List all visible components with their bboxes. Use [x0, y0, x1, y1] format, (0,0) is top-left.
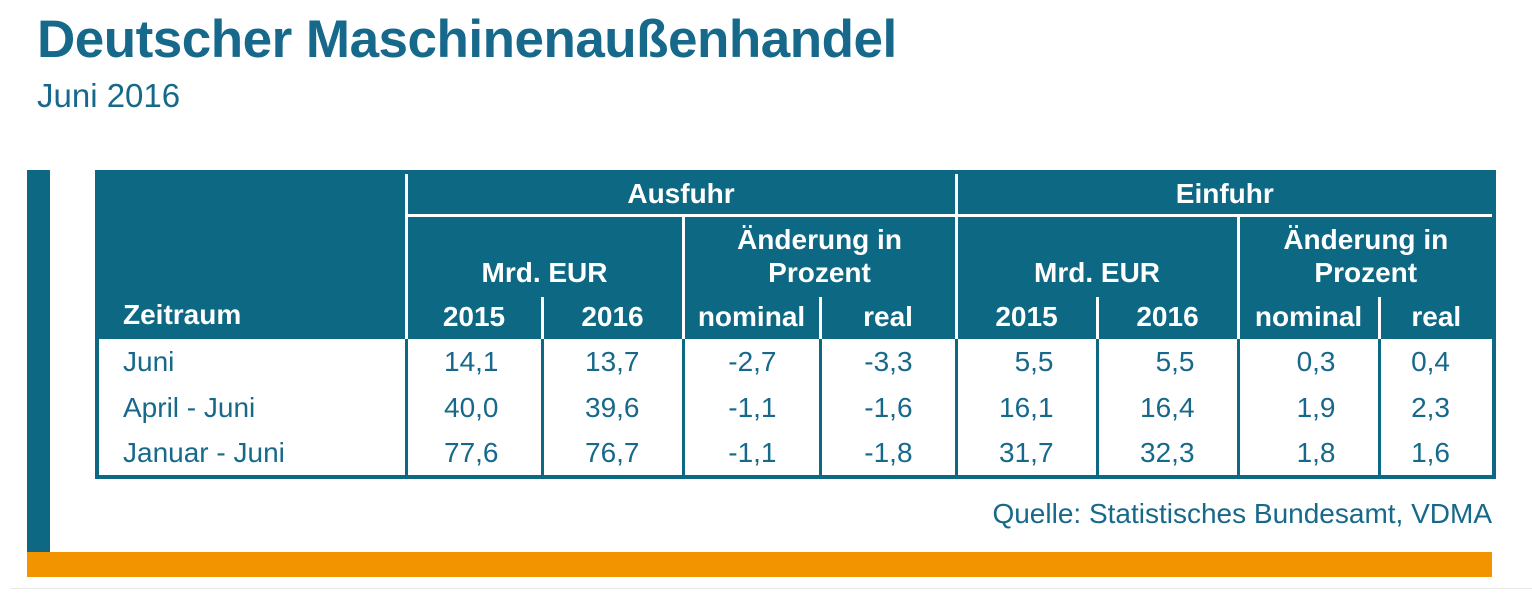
column-header-ausfuhr-2015: 2015 — [406, 297, 544, 339]
cell-einfuhr-2016: 32,3 — [1097, 431, 1240, 477]
cell-ausfuhr-2015: 77,6 — [406, 431, 544, 477]
table-row: Januar - Juni 77,6 76,7 -1,1 -1,8 31,7 3… — [97, 431, 1494, 477]
group-header-ausfuhr: Ausfuhr — [406, 172, 958, 217]
cell-einfuhr-real: 0,4 — [1411, 346, 1451, 377]
cell-ausfuhr-2016: 39,6 — [542, 385, 685, 431]
subgroup-header-einfuhr-mrd-eur: Mrd. EUR — [956, 215, 1240, 297]
cell-einfuhr-real: 2,3 — [1411, 392, 1451, 423]
row-label: Januar - Juni — [97, 431, 408, 477]
source-note: Quelle: Statistisches Bundesamt, VDMA — [992, 498, 1492, 529]
cell-ausfuhr-nominal: -1,1 — [683, 431, 822, 477]
column-header-ausfuhr-real: real — [820, 297, 958, 339]
cell-einfuhr-nominal: 0,3 — [1238, 339, 1381, 385]
cell-einfuhr-2015: 16,1 — [956, 385, 1099, 431]
column-header-ausfuhr-2016: 2016 — [542, 297, 685, 339]
cell-einfuhr-nominal: 1,8 — [1238, 431, 1381, 477]
bottom-divider-line — [10, 588, 1532, 589]
table-row: April - Juni 40,0 39,6 -1,1 -1,6 16,1 16… — [97, 385, 1494, 431]
column-header-einfuhr-nominal: nominal — [1238, 297, 1381, 339]
cell-einfuhr-nominal: 1,9 — [1238, 385, 1381, 431]
cell-einfuhr-2016: 5,5 — [1097, 339, 1240, 385]
column-header-einfuhr-2016: 2016 — [1097, 297, 1240, 339]
cell-ausfuhr-real: -1,6 — [820, 385, 958, 431]
table-row: Juni 14,1 13,7 -2,7 -3,3 5,5 5,5 0,3 0,4 — [97, 339, 1494, 385]
cell-ausfuhr-real: -3,3 — [820, 339, 958, 385]
cell-einfuhr-2015: 31,7 — [956, 431, 1099, 477]
trade-table: Zeitraum Ausfuhr Einfuhr Mrd. EUR Änderu… — [95, 170, 1497, 479]
column-header-einfuhr-2015: 2015 — [956, 297, 1099, 339]
cell-ausfuhr-real: -1,8 — [820, 431, 958, 477]
bottom-orange-bar — [27, 552, 1492, 577]
cell-ausfuhr-2015: 14,1 — [406, 339, 544, 385]
cell-einfuhr-2016: 16,4 — [1097, 385, 1240, 431]
cell-ausfuhr-2016: 13,7 — [542, 339, 685, 385]
group-header-einfuhr: Einfuhr — [956, 172, 1495, 217]
subgroup-header-ausfuhr-mrd-eur: Mrd. EUR — [406, 215, 685, 297]
column-header-zeitraum: Zeitraum — [97, 172, 408, 339]
left-accent-bar — [27, 170, 50, 552]
row-label: Juni — [97, 339, 408, 385]
cell-ausfuhr-nominal: -2,7 — [683, 339, 822, 385]
row-label: April - Juni — [97, 385, 408, 431]
column-header-einfuhr-real: real — [1379, 297, 1495, 339]
cell-einfuhr-2015: 5,5 — [956, 339, 1099, 385]
cell-ausfuhr-2015: 40,0 — [406, 385, 544, 431]
subgroup-header-ausfuhr-aenderung: Änderung in Prozent — [683, 215, 958, 297]
cell-einfuhr-real: 1,6 — [1411, 437, 1451, 468]
cell-ausfuhr-nominal: -1,1 — [683, 385, 822, 431]
cell-ausfuhr-2016: 76,7 — [542, 431, 685, 477]
page-title: Deutscher Maschinenaußenhandel — [37, 10, 897, 69]
column-header-ausfuhr-nominal: nominal — [683, 297, 822, 339]
page-subtitle: Juni 2016 — [37, 77, 181, 114]
subgroup-header-einfuhr-aenderung: Änderung in Prozent — [1238, 215, 1495, 297]
